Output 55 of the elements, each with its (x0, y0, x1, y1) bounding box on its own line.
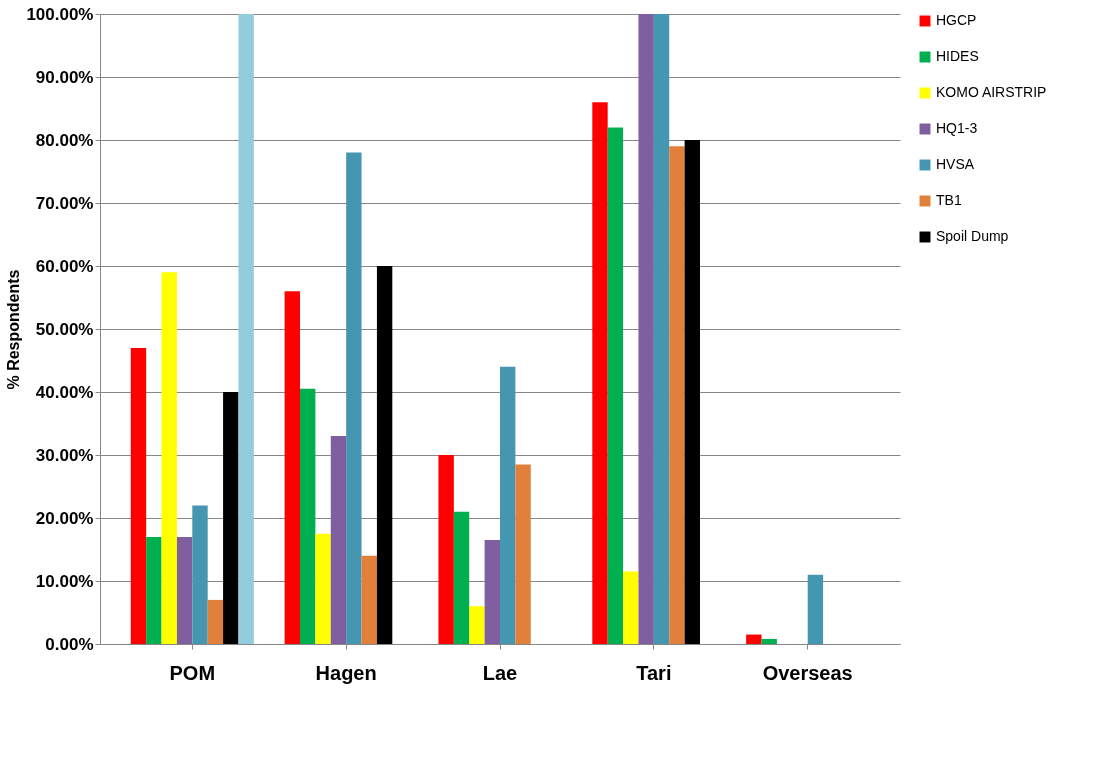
bar (484, 540, 500, 644)
x-tick-label: Overseas (762, 661, 853, 684)
y-tick-label: 10.00% (35, 571, 94, 591)
bar (176, 536, 193, 644)
bar (623, 571, 639, 644)
bar (469, 606, 485, 644)
bar (438, 455, 454, 644)
bar (330, 436, 347, 644)
bar (238, 14, 254, 644)
bar (669, 146, 685, 644)
x-tick-label: Hagen (315, 661, 377, 684)
bar (500, 366, 516, 644)
bar (130, 347, 147, 644)
y-tick-label: 90.00% (35, 67, 94, 87)
bar (453, 511, 470, 644)
bar (684, 140, 700, 644)
bar (515, 464, 531, 644)
y-tick-label: 20.00% (35, 508, 94, 528)
bar (223, 392, 239, 644)
x-tick-label: Lae (482, 661, 518, 684)
legend-label: KOMO AIRSTRIP (936, 84, 1047, 100)
y-tick-label: 50.00% (35, 319, 94, 339)
legend-label: HIDES (936, 48, 979, 64)
bar (638, 14, 654, 644)
y-tick-label: 80.00% (35, 130, 94, 150)
legend-label: TB1 (936, 192, 962, 208)
bar (146, 536, 162, 644)
bar (592, 102, 608, 644)
bar (315, 533, 331, 644)
bar (607, 127, 624, 644)
bar (376, 266, 393, 644)
bar (284, 291, 300, 644)
bar (300, 388, 316, 644)
y-tick-label: 0.00% (45, 634, 94, 654)
y-tick-label: 100.00% (26, 4, 94, 24)
legend-label: HVSA (936, 156, 975, 172)
x-tick-label: POM (169, 661, 216, 684)
legend-label: HQ1-3 (936, 120, 978, 136)
bar (746, 634, 762, 644)
legend-label: HGCP (936, 12, 977, 28)
bar (361, 555, 377, 644)
bar (761, 638, 777, 644)
bar (161, 272, 177, 644)
bar (192, 505, 208, 644)
y-tick-label: 30.00% (35, 445, 94, 465)
y-tick-label: 40.00% (35, 382, 94, 402)
y-tick-label: 60.00% (35, 256, 94, 276)
bar (346, 152, 362, 644)
bar (653, 14, 670, 644)
bar (207, 599, 224, 644)
y-axis-title: % Respondents (5, 269, 23, 390)
y-tick-label: 70.00% (35, 193, 94, 213)
x-tick-label: Tari (636, 661, 672, 684)
bar (807, 574, 824, 644)
legend-label: Spoil Dump (936, 228, 1009, 244)
